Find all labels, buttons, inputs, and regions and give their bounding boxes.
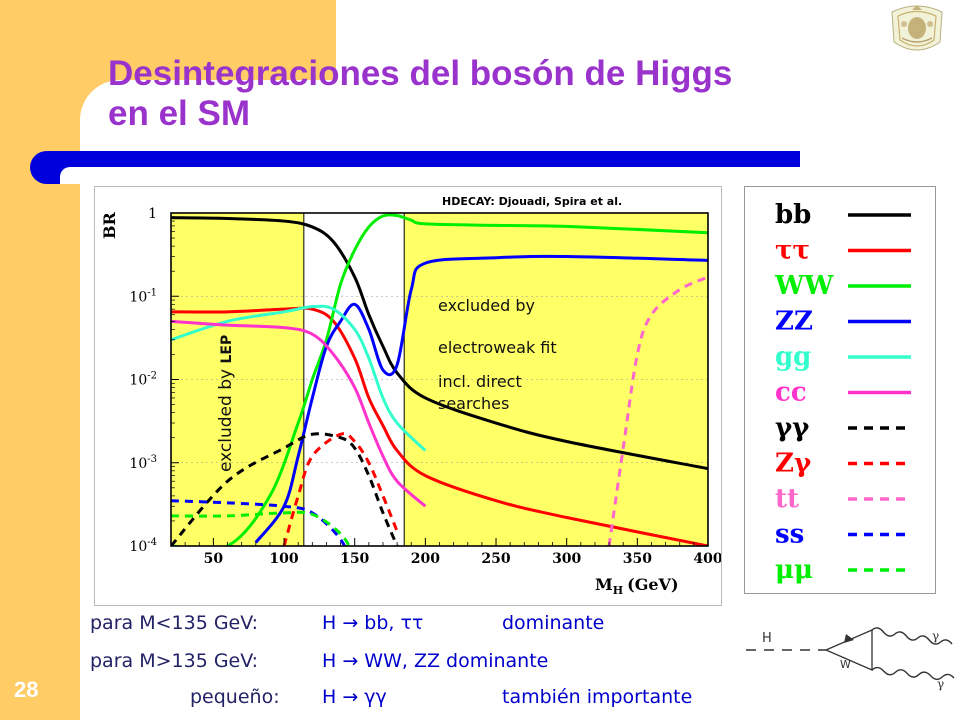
note-1-comment: dominante [502, 612, 605, 634]
photon-line-top [871, 627, 953, 645]
loop-arrow-icon [844, 634, 854, 643]
series-line-9 [171, 499, 347, 546]
series-line-8 [607, 275, 708, 546]
legend-label-4: gg [775, 342, 811, 372]
legend-label-2: WW [774, 271, 834, 301]
note-3-decay: H → γγ [322, 686, 387, 708]
note-2-decay: H → WW, ZZ dominante [322, 650, 549, 672]
note-2-condition: para M>135 GeV: [90, 650, 259, 672]
slide-top-background [336, 0, 960, 80]
photon-line-bottom [871, 666, 955, 680]
series-line-4 [171, 304, 427, 452]
w-label: W [840, 658, 851, 671]
legend-label-0: bb [775, 200, 811, 230]
x-tick-label: 400 [693, 551, 721, 567]
y-tick-label: 10-4 [129, 537, 157, 555]
x-tick-label: 100 [269, 551, 298, 567]
series-line-6 [171, 432, 399, 546]
slide-title-line-1: Desintegraciones del bosón de Higgs [108, 54, 733, 93]
x-tick-label: 250 [481, 551, 510, 567]
x-axis-label: MH (GeV) [595, 575, 679, 597]
slide-title: Desintegraciones del bosón de Higgs en e… [108, 54, 888, 134]
slide-title-line-2: en el SM [108, 94, 250, 133]
title-underline-notch [60, 167, 800, 184]
series-line-5 [171, 319, 427, 508]
ew-label-line-1: excluded by [438, 296, 535, 315]
legend-label-5: cc [775, 378, 807, 408]
branching-ratio-chart-frame: 50 100 150 200 250 300 350 400 1 10-1 10-2 10-3 10-4… [94, 186, 723, 606]
ew-label-line-4: searches [438, 394, 509, 413]
ew-label-line-2: electroweak fit [438, 338, 557, 357]
x-tick-label: 200 [411, 551, 440, 567]
slide-number: 28 [14, 677, 39, 702]
series-line-1 [171, 306, 708, 546]
legend-label-3: ZZ [775, 307, 813, 337]
chart-legend: bb ττ WW ZZ gg cc γγ Zγ tt ss μμ [744, 186, 936, 594]
series-line-2 [171, 213, 708, 546]
photon-label-bottom: γ [937, 677, 944, 691]
chart-credit: HDECAY: Djouadi, Spira et al. [442, 195, 622, 208]
legend-label-8: tt [775, 484, 799, 514]
note-1-decay: H → bb, ττ [322, 612, 424, 634]
x-tick-label: 350 [623, 551, 652, 567]
note-3-condition: pequeño: [190, 686, 280, 708]
note-1-condition: para M<135 GeV: [90, 612, 259, 634]
branching-ratio-chart: 50 100 150 200 250 300 350 400 1 10-1 10-2 10-3 10-4… [100, 195, 723, 597]
y-tick-label: 1 [148, 206, 157, 222]
y-tick-label: 10-3 [129, 454, 157, 472]
y-axis-label: BR [100, 211, 119, 239]
series-line-0 [171, 216, 708, 471]
legend-label-10: μμ [775, 555, 813, 585]
legend-label-7: Zγ [775, 449, 812, 479]
legend-label-6: γγ [775, 413, 810, 443]
chart-legend-entries: bb ττ WW ZZ gg cc γγ Zγ tt ss μμ [774, 200, 911, 585]
lep-exclusion-label: excluded by LEP [216, 335, 236, 472]
x-tick-label: 150 [340, 551, 369, 567]
university-crest-icon [891, 5, 943, 51]
note-3-comment: también importante [502, 686, 693, 708]
y-tick-label: 10-1 [129, 287, 157, 305]
photon-label-top: γ [932, 629, 939, 643]
higgs-label: H [762, 631, 772, 646]
x-tick-label: 300 [552, 551, 581, 567]
legend-label-9: ss [775, 520, 804, 550]
series-line-3 [254, 254, 708, 544]
x-tick-label: 50 [204, 551, 224, 567]
ew-exclusion-label: excluded by electroweak fit incl. direct… [438, 296, 557, 413]
y-tick-label: 10-2 [129, 371, 157, 389]
series-line-10 [171, 510, 351, 546]
ew-label-line-3: incl. direct [438, 372, 522, 391]
feynman-diagram: H W γ γ [746, 627, 955, 691]
legend-label-1: ττ [775, 236, 810, 266]
